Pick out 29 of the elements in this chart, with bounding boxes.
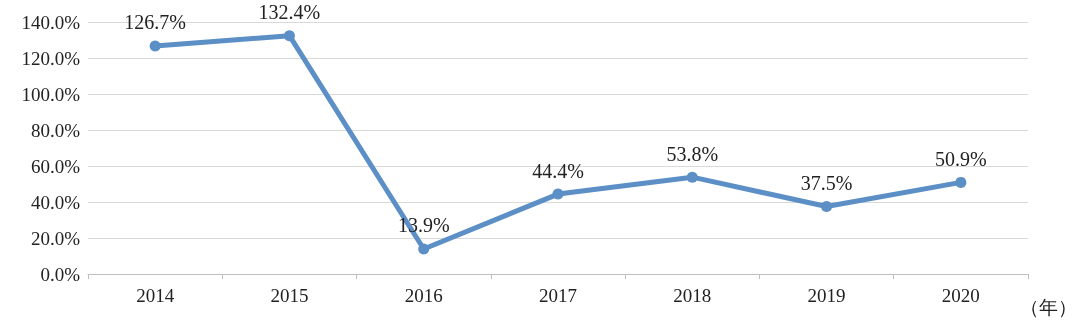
point <box>821 201 833 212</box>
y-tick-label: 20.0% <box>30 227 81 249</box>
point <box>552 188 564 200</box>
x-tick-label: 2016 <box>404 285 443 306</box>
data-label: 37.5% <box>800 172 853 194</box>
x-axis-title: （年） <box>1020 297 1077 318</box>
point <box>149 40 161 52</box>
point <box>955 176 967 188</box>
x-tick-label: 2019 <box>807 285 846 306</box>
point <box>418 243 430 255</box>
data-label: 126.7% <box>124 11 186 34</box>
y-tick-label: 80.0% <box>30 119 81 141</box>
x-tick-label: 2018 <box>673 285 712 306</box>
data-label: 44.4% <box>532 159 584 182</box>
point <box>283 30 295 42</box>
y-tick-label: 120.0% <box>21 47 81 69</box>
data-label: 50.9% <box>935 147 987 170</box>
y-tick-label: 60.0% <box>30 155 81 177</box>
y-tick-label: 40.0% <box>30 191 81 213</box>
x-tick-label: 2020 <box>941 285 980 306</box>
x-tick-label: 2017 <box>539 285 577 306</box>
y-tick-label: 0.0% <box>40 263 81 285</box>
x-tick-label: 2014 <box>136 285 175 306</box>
data-label: 132.4% <box>258 1 321 24</box>
y-tick-label: 100.0% <box>21 83 81 105</box>
y-tick-label: 140.0% <box>21 11 81 33</box>
data-label: 53.8% <box>666 142 719 165</box>
x-tick-label: 2015 <box>270 285 309 306</box>
point <box>686 171 698 183</box>
